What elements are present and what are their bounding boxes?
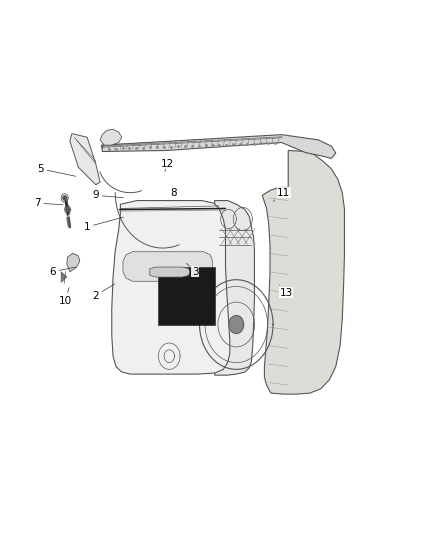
Polygon shape	[67, 253, 80, 272]
Polygon shape	[66, 207, 69, 212]
Text: 13: 13	[279, 285, 293, 298]
Polygon shape	[150, 267, 190, 277]
Text: 11: 11	[273, 188, 290, 201]
Polygon shape	[70, 134, 100, 185]
Text: 12: 12	[160, 159, 174, 172]
Polygon shape	[112, 200, 230, 374]
Text: 6: 6	[49, 267, 76, 277]
Polygon shape	[262, 150, 344, 394]
Polygon shape	[102, 135, 336, 158]
Text: 10: 10	[59, 288, 72, 306]
Text: 1: 1	[84, 217, 124, 232]
Text: 7: 7	[34, 198, 63, 208]
Text: 5: 5	[38, 164, 76, 176]
Polygon shape	[123, 252, 212, 281]
Polygon shape	[101, 136, 283, 149]
Polygon shape	[215, 200, 254, 375]
Polygon shape	[63, 196, 66, 200]
Text: 2: 2	[92, 284, 115, 301]
Text: 8: 8	[169, 188, 177, 201]
Polygon shape	[159, 266, 215, 325]
Polygon shape	[100, 130, 122, 145]
Text: 9: 9	[92, 190, 123, 200]
Polygon shape	[61, 272, 67, 282]
Polygon shape	[229, 316, 244, 334]
Text: 3: 3	[187, 263, 198, 277]
